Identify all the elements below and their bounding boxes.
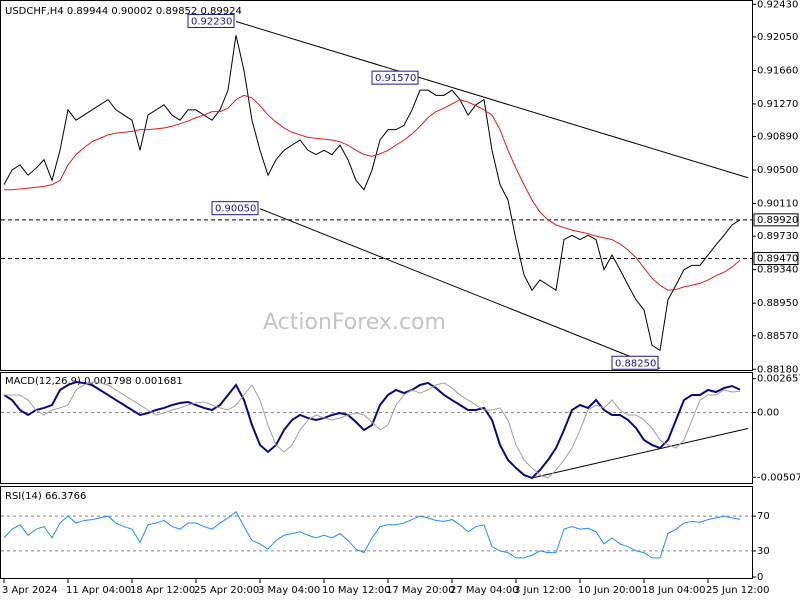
y-tick-label: 70 [757, 511, 770, 522]
watermark: ActionForex.com [263, 310, 446, 335]
x-tick-label: 10 Jun 20:00 [578, 585, 642, 596]
annotation-label: 0.92230 [191, 16, 232, 27]
y-tick-label: 0.91270 [757, 99, 798, 110]
annotation-label: 0.91570 [375, 73, 416, 84]
y-tick-label: 0 [757, 572, 763, 583]
series-line [4, 94, 741, 291]
y-tick-label: 0.00 [757, 408, 779, 419]
y-tick-label: 0.92050 [757, 32, 798, 43]
x-tick-label: 27 May 04:00 [450, 585, 519, 596]
rsi-title: RSI(14) 66.3766 [5, 491, 86, 502]
y-tick-label: 0.89730 [757, 231, 798, 242]
rsi-panel [0, 486, 753, 579]
y-tick-label: 0.002657 [757, 374, 800, 385]
y-tick-label: 0.90890 [757, 132, 798, 143]
trend-line [259, 208, 661, 369]
series-line [4, 381, 741, 479]
y-tick-label: 0.92430 [757, 0, 798, 10]
trend-line [235, 20, 749, 179]
annotation-box [611, 355, 659, 370]
y-tick-label: -0.005078 [757, 472, 800, 483]
hline-label-box [753, 213, 799, 227]
x-tick-label: 10 May 12:00 [322, 585, 391, 596]
price-panel [0, 0, 753, 371]
annotation-box [211, 201, 259, 216]
x-tick-label: 25 Apr 20:00 [194, 585, 259, 596]
x-tick-label: 18 Apr 12:00 [130, 585, 195, 596]
x-tick-label: 3 Apr 2024 [2, 585, 57, 596]
macd-panel [0, 372, 753, 484]
series-line [3, 381, 741, 480]
x-tick-label: 25 Jun 12:00 [706, 585, 770, 596]
annotation-label: 0.90050 [215, 204, 256, 215]
y-tick-label: 0.88180 [757, 364, 798, 375]
annotation-box [371, 70, 419, 85]
x-tick-label: 17 May 20:00 [386, 585, 455, 596]
y-tick-label: 0.89340 [757, 265, 798, 276]
hline-label: 0.89920 [757, 215, 798, 226]
macd-title: MACD(12,26,9) 0.001798 0.001681 [5, 376, 183, 387]
hline-label-box [753, 251, 799, 265]
y-tick-label: 0.90110 [757, 199, 798, 210]
x-tick-label: 3 Jun 12:00 [514, 585, 571, 596]
annotation-label: 0.88250 [615, 358, 656, 369]
y-tick-label: 30 [757, 546, 770, 557]
y-tick-label: 0.90500 [757, 165, 798, 176]
trend-line [531, 428, 749, 479]
series-line [3, 35, 741, 352]
y-tick-label: 0.91660 [757, 65, 798, 76]
y-tick-label: 0.88570 [757, 331, 798, 342]
hline-label: 0.89470 [757, 253, 798, 264]
series-line [3, 510, 741, 559]
x-tick-label: 11 Apr 04:00 [66, 585, 131, 596]
x-tick-label: 3 May 04:00 [258, 585, 320, 596]
chart-title: USDCHF,H4 0.89944 0.90002 0.89852 0.8992… [5, 6, 242, 17]
annotation-box [187, 13, 235, 28]
x-tick-label: 18 Jun 04:00 [642, 585, 706, 596]
y-tick-label: 0.88950 [757, 298, 798, 309]
